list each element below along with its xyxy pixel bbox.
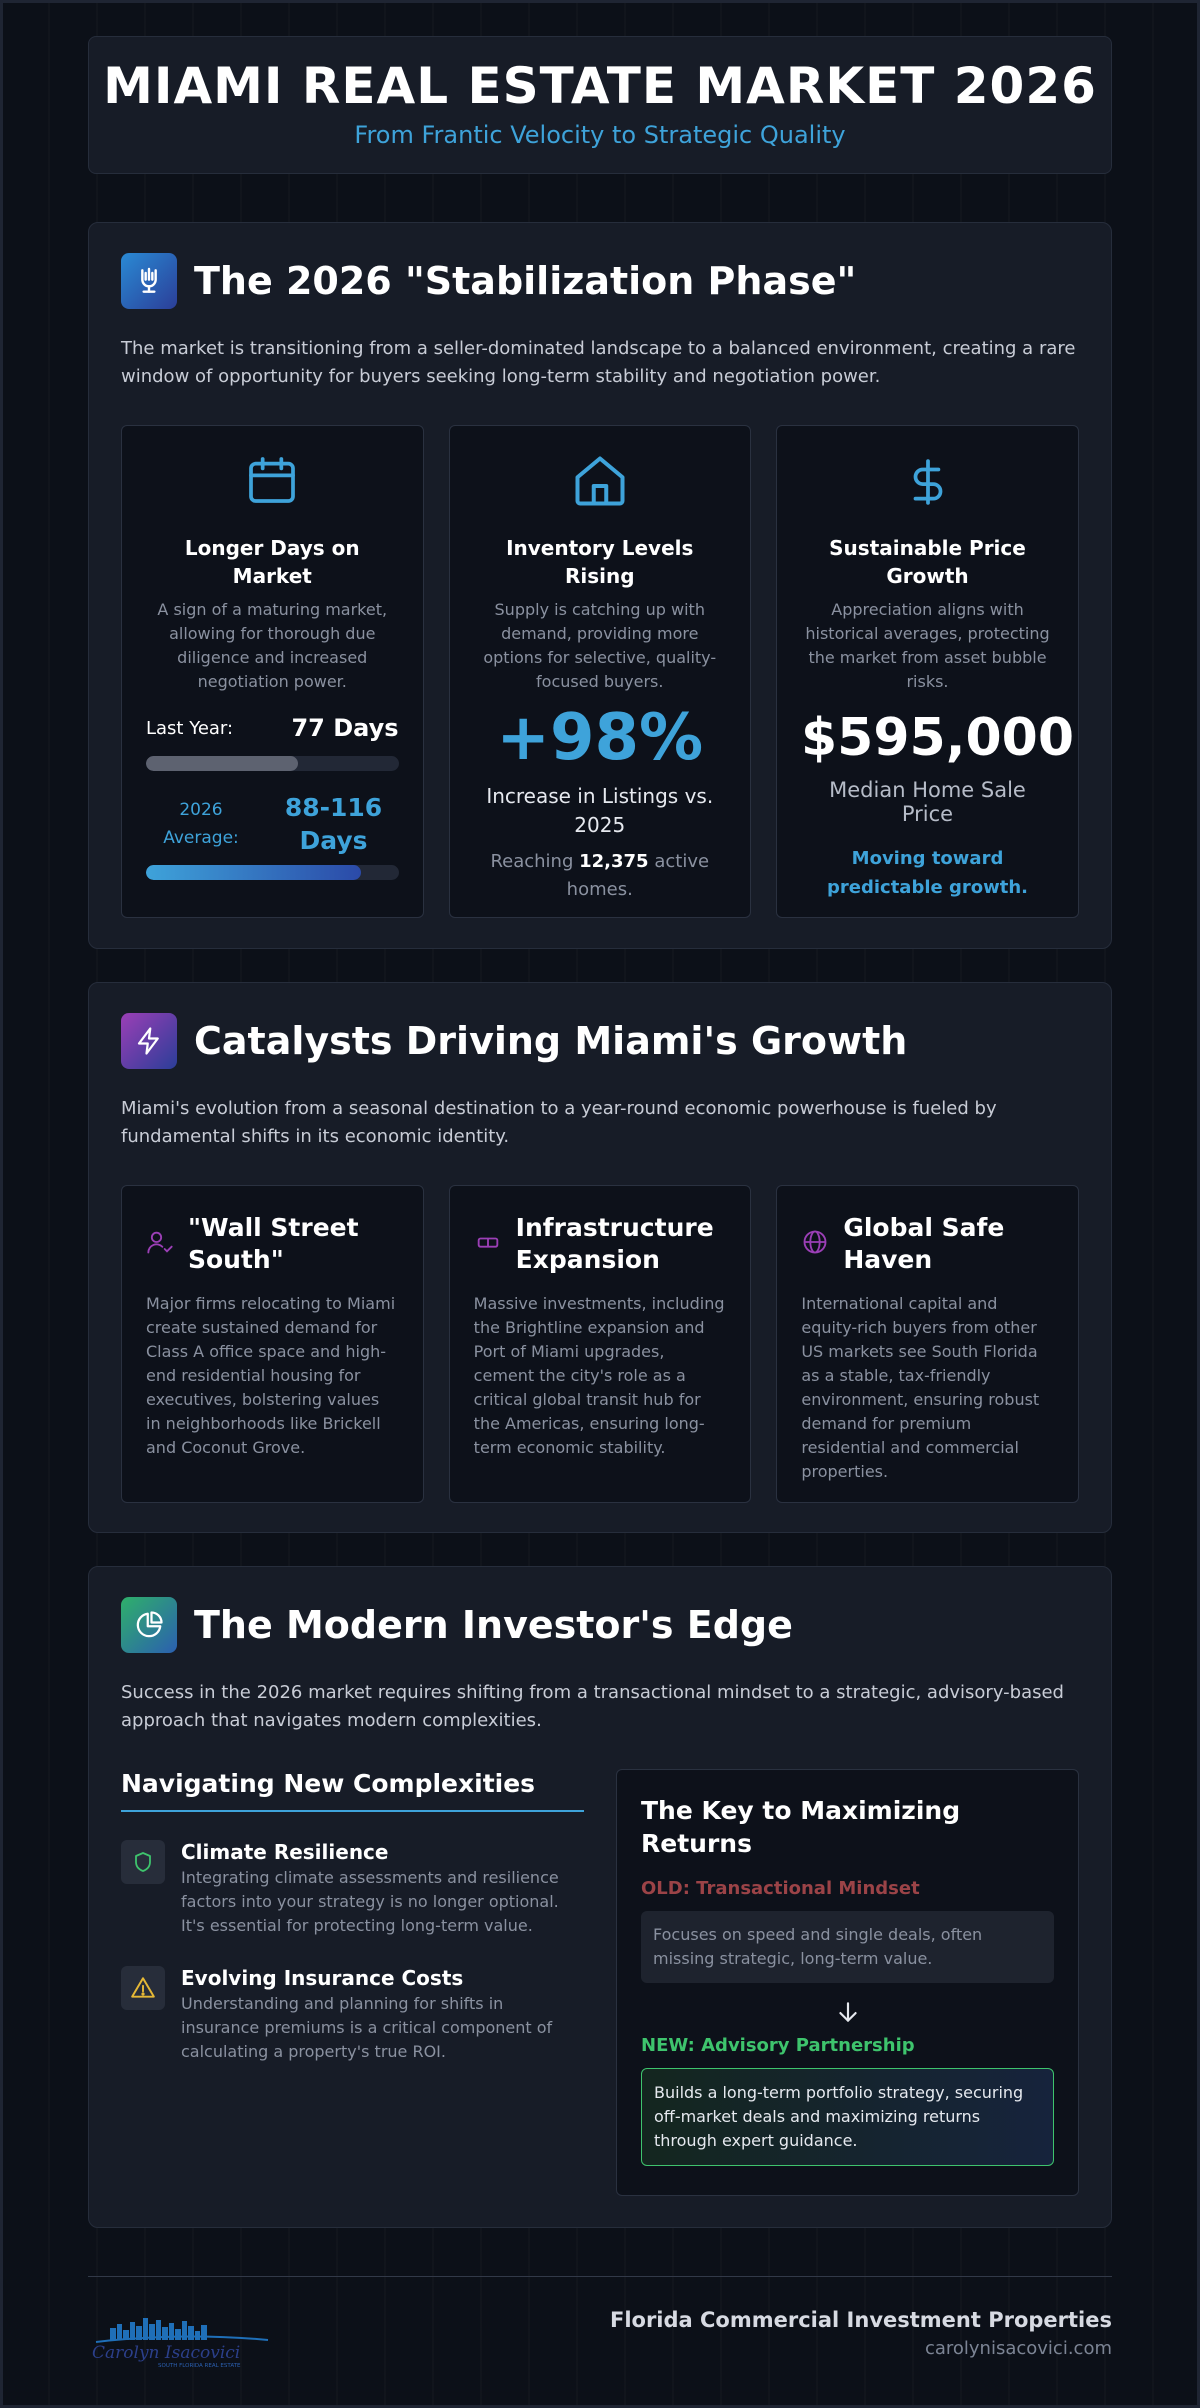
user-check-icon xyxy=(146,1228,174,1256)
card-text: Major firms relocating to Miami create s… xyxy=(146,1294,396,1457)
complexities-panel: Navigating New Complexities Climate Resi… xyxy=(121,1769,584,2196)
old-mindset-label: OLD: Transactional Mindset xyxy=(641,1878,920,1899)
average-label: 2026 Average: xyxy=(163,800,239,848)
investor-edge-section: The Modern Investor's Edge Success in th… xyxy=(88,1566,1112,2228)
new-partnership-text: Builds a long-term portfolio strategy, s… xyxy=(641,2068,1054,2166)
item-text: Understanding and planning for shifts in… xyxy=(181,1994,553,2061)
growth-note: Moving toward predictable growth. xyxy=(827,848,1028,898)
card-title: "Wall Street South" xyxy=(188,1213,359,1274)
maximizing-returns-panel: The Key to Maximizing Returns OLD: Trans… xyxy=(616,1769,1079,2196)
card-description: A sign of a maturing market, allowing fo… xyxy=(157,600,388,691)
section-description: Success in the 2026 market requires shif… xyxy=(121,1682,1064,1731)
section-header: The 2026 "Stabilization Phase" xyxy=(121,253,1079,309)
average-bar xyxy=(146,865,399,880)
card-title: Longer Days on Market xyxy=(184,536,360,588)
catalyst-cards: "Wall Street South" Major firms relocati… xyxy=(121,1185,1080,1503)
average-bar-fill xyxy=(146,865,361,880)
section-title: Catalysts Driving Miami's Growth xyxy=(194,1019,908,1063)
inventory-card: Inventory Levels Rising Supply is catchi… xyxy=(448,425,751,918)
wall-street-south-card: "Wall Street South" Major firms relocati… xyxy=(121,1185,424,1503)
hand-icon xyxy=(121,253,177,309)
days-on-market-card: Longer Days on Market A sign of a maturi… xyxy=(121,425,424,918)
last-year-bar-fill xyxy=(146,756,298,771)
card-title: Inventory Levels Rising xyxy=(506,536,694,588)
company-logo: Carolyn Isacovici SOUTH FLORIDA REAL EST… xyxy=(88,2300,278,2370)
card-title: Global Safe Haven xyxy=(843,1213,1005,1274)
card-text: Massive investments, including the Brigh… xyxy=(473,1294,725,1457)
item-title: Evolving Insurance Costs xyxy=(181,1966,464,1990)
dollar-icon xyxy=(801,450,1054,514)
footer-divider xyxy=(88,2276,1112,2277)
home-icon xyxy=(474,450,727,514)
new-partnership-label: NEW: Advisory Partnership xyxy=(641,2035,915,2056)
active-homes-text: Reaching 12,375 active homes. xyxy=(474,848,727,904)
card-description: Supply is catching up with demand, provi… xyxy=(483,600,717,691)
section-title: The 2026 "Stabilization Phase" xyxy=(194,259,857,303)
company-name: Florida Commercial Investment Properties xyxy=(609,2308,1112,2332)
section-title: The Modern Investor's Edge xyxy=(194,1603,793,1647)
infrastructure-card: Infrastructure Expansion Massive investm… xyxy=(448,1185,752,1503)
listings-increase-caption: Increase in Listings vs. 2025 xyxy=(486,784,714,837)
pie-chart-icon xyxy=(121,1597,177,1653)
active-homes-count: 12,375 xyxy=(579,851,649,872)
old-mindset-text: Focuses on speed and single deals, often… xyxy=(641,1911,1054,1983)
median-price-value: $595,000 xyxy=(801,708,1075,768)
price-growth-card: Sustainable Price Growth Appreciation al… xyxy=(776,425,1079,918)
page-subtitle: From Frantic Velocity to Strategic Quali… xyxy=(354,121,846,149)
logo-tagline: SOUTH FLORIDA REAL ESTATE xyxy=(158,2363,241,2369)
listings-increase-value: +98% xyxy=(496,701,704,775)
page-title: MIAMI REAL ESTATE MARKET 2026 xyxy=(103,57,1097,115)
card-title: Infrastructure Expansion xyxy=(515,1213,714,1274)
section-header: The Modern Investor's Edge xyxy=(121,1597,1079,1653)
climate-resilience-item: Climate Resilience Integrating climate a… xyxy=(121,1840,584,1938)
shield-icon xyxy=(121,1840,165,1884)
last-year-row: Last Year: 77 Days xyxy=(146,714,399,742)
average-row: 2026 Average: 88-116 Days xyxy=(146,791,399,857)
safe-haven-card: Global Safe Haven International capital … xyxy=(776,1185,1080,1503)
page-header: MIAMI REAL ESTATE MARKET 2026 From Frant… xyxy=(88,36,1112,174)
stabilization-section: The 2026 "Stabilization Phase" The marke… xyxy=(88,222,1112,949)
median-price-caption: Median Home Sale Price xyxy=(829,778,1026,826)
section-description: The market is transitioning from a selle… xyxy=(121,338,1076,387)
last-year-label: Last Year: xyxy=(146,717,234,739)
item-text: Integrating climate assessments and resi… xyxy=(181,1868,559,1935)
item-title: Climate Resilience xyxy=(181,1840,389,1864)
card-description: Appreciation aligns with historical aver… xyxy=(805,600,1050,691)
section-header: Catalysts Driving Miami's Growth xyxy=(121,1013,1079,1069)
complexities-title: Navigating New Complexities xyxy=(121,1769,584,1812)
last-year-value: 77 Days xyxy=(291,714,399,742)
logo-script: Carolyn Isacovici xyxy=(92,2343,240,2363)
returns-title: The Key to Maximizing Returns xyxy=(641,1796,961,1858)
arrow-down-icon xyxy=(641,1999,1054,2027)
reach-suffix: active homes. xyxy=(566,851,710,900)
footer-brand: Florida Commercial Investment Properties… xyxy=(610,2308,1112,2359)
catalysts-section: Catalysts Driving Miami's Growth Miami's… xyxy=(88,982,1112,1533)
reach-prefix: Reaching xyxy=(490,851,574,872)
average-value: 88-116 Days xyxy=(284,793,383,855)
card-title: Sustainable Price Growth xyxy=(829,536,1026,588)
card-text: International capital and equity-rich bu… xyxy=(801,1294,1040,1481)
lightning-icon xyxy=(121,1013,177,1069)
stats-cards: Longer Days on Market A sign of a maturi… xyxy=(121,425,1079,918)
insurance-costs-item: Evolving Insurance Costs Understanding a… xyxy=(121,1966,584,2064)
website-link[interactable]: carolynisacovici.com xyxy=(924,2338,1112,2359)
train-icon xyxy=(474,1228,502,1256)
section-description: Miami's evolution from a seasonal destin… xyxy=(121,1098,997,1147)
calendar-icon xyxy=(146,450,399,514)
globe-icon xyxy=(801,1228,829,1256)
warning-icon xyxy=(121,1966,165,2010)
last-year-bar xyxy=(146,756,399,771)
